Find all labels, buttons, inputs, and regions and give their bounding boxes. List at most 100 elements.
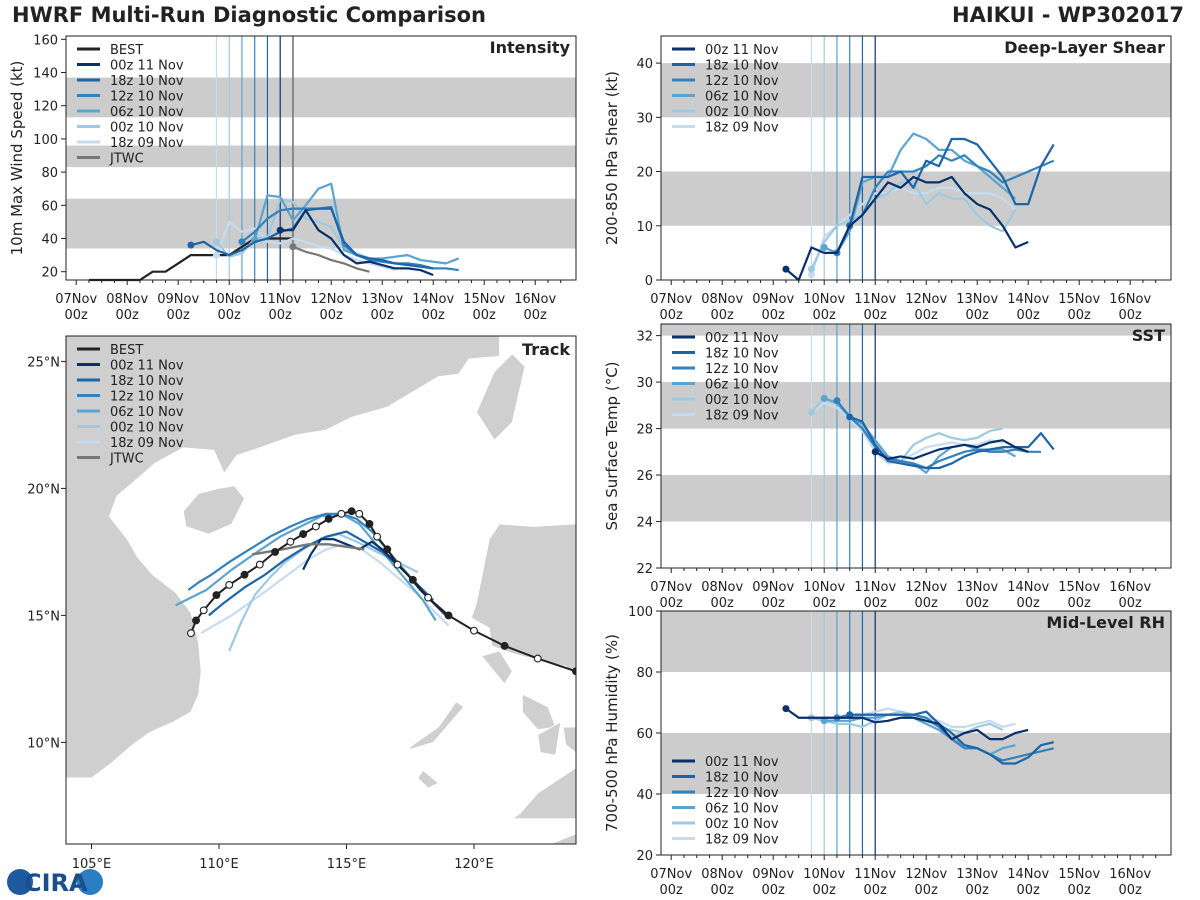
x-tick-label: 15Nov [1058,580,1100,595]
series-start-marker [846,413,854,421]
x-tick-label: 10Nov [208,292,250,307]
land-polygon [480,650,513,685]
y-tick-label: 40 [636,57,653,72]
legend-label: 00z 10 Nov [110,121,184,136]
series-start-marker [238,238,246,246]
series-line [190,207,434,270]
best-track-marker [424,593,433,602]
series-line [810,181,1017,270]
shading-band [661,324,1171,336]
y-tick-label: 80 [636,666,653,681]
shading-band [661,382,1171,429]
best-track-marker [212,591,221,600]
series-line [280,209,434,277]
x-tick-label: 08Nov [701,580,743,595]
legend-label: 18z 10 Nov [110,374,184,389]
legend-label: 18z 10 Nov [705,347,779,362]
y-tick-label: 26 [636,469,653,484]
x-tick-label: 00z [473,308,497,323]
legend-label: 00z 11 Nov [705,755,779,770]
x-tick-label: 09Nov [752,292,794,307]
y-tick-label: 0 [645,274,653,289]
x-tick-label: 13Nov [956,867,998,882]
x-tick-label: 10Nov [803,867,845,882]
lon-tick-label: 110°E [199,857,239,872]
legend-label: 18z 09 Nov [110,436,184,451]
lat-tick-label: 20°N [27,482,60,497]
x-tick-label: 00z [422,308,446,323]
legend-label: 18z 09 Nov [705,121,779,136]
track-panel: 105°E 110°E 115°E 120°E 10°N 15°N 20°N 25°N Trac… [27,335,577,872]
track-layer [175,507,576,676]
x-tick-label: 00z [813,596,837,611]
cira-logo: CIRA [7,869,103,897]
x-tick-label: 00z [660,883,684,898]
shading-band [661,611,1171,672]
best-track-marker [299,530,308,539]
best-track-marker [444,611,453,620]
x-tick-label: 00z [1119,308,1143,323]
lon-tick-label: 115°E [327,857,367,872]
axes-frame [660,35,1172,281]
x-tick-label: 07Nov [650,292,692,307]
y-tick-label: 80 [41,166,58,181]
intensity-panel: 2040608010012014016007Nov00z08Nov00z09No… [8,33,577,323]
land-polygon [407,701,465,751]
best-track-marker [311,522,320,531]
legend-label: 18z 09 Nov [110,136,184,151]
best-track-marker [393,560,402,569]
x-tick-label: 08Nov [701,867,743,882]
panel-title: Intensity [490,38,571,57]
x-tick-label: 07Nov [55,292,97,307]
best-track-marker [373,532,382,541]
land-polygon [562,726,576,754]
legend-label: JTWC [109,452,144,467]
storm-name: HAIKUI - WP302017 [952,3,1184,27]
x-tick-label: 00z [269,308,293,323]
panel-title: Deep-Layer Shear [1004,38,1165,57]
shading-band [66,77,576,118]
x-tick-label: 15Nov [1058,867,1100,882]
legend-label: 12z 10 Nov [705,362,779,377]
x-tick-label: 00z [1017,308,1041,323]
y-tick-label: 32 [636,330,653,345]
x-tick-label: 12Nov [905,580,947,595]
x-tick-label: 09Nov [157,292,199,307]
y-axis-label: 200-850 hPa Shear (kt) [603,71,621,245]
legend-label: 00z 11 Nov [705,331,779,346]
lat-tick-label: 10°N [27,736,60,751]
axes-frame [660,323,1172,569]
legend-label: 06z 10 Nov [705,802,779,817]
legend-label: 12z 10 Nov [705,74,779,89]
lon-tick-label: 120°E [454,857,494,872]
best-track-marker [408,575,417,584]
best-track-marker [225,580,234,589]
lon-tick-label: 105°E [72,857,112,872]
x-tick-label: 15Nov [1058,292,1100,307]
x-tick-label: 07Nov [650,867,692,882]
series-line [810,186,1017,275]
x-tick-label: 16Nov [1109,580,1151,595]
series-start-marker [212,251,220,259]
x-tick-label: 00z [966,596,990,611]
legend-label: 12z 10 Nov [705,786,779,801]
series-line [848,137,1055,227]
legend-label: BEST [110,43,143,58]
x-tick-label: 00z [762,596,786,611]
x-tick-label: 00z [864,308,888,323]
x-tick-label: 00z [116,308,140,323]
shading-band [661,171,1171,226]
x-tick-label: 00z [1119,883,1143,898]
best-track-marker [324,514,333,523]
y-tick-label: 10 [636,220,653,235]
x-tick-label: 00z [915,596,939,611]
x-tick-label: 00z [320,308,344,323]
x-tick-label: 12Nov [310,292,352,307]
land-polygon [470,523,576,677]
series-start-marker [807,408,815,416]
best-track-marker [337,509,346,518]
legend-label: 18z 10 Nov [705,771,779,786]
y-tick-label: 120 [33,100,58,115]
best-track-marker [271,547,280,556]
